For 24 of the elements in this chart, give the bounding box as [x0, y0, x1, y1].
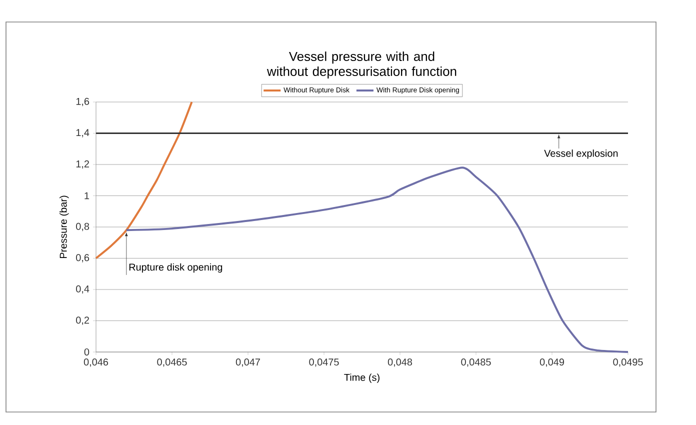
y-tick-label: 1	[84, 192, 90, 200]
x-tick-label: 0,048	[388, 358, 412, 367]
y-tick-label: 0,4	[76, 285, 90, 294]
chart-title: Vessel pressure with and without depressurisation function	[266, 52, 456, 79]
x-tick-label: 0,0495	[613, 358, 643, 367]
y-tick-label: 1,2	[76, 160, 89, 169]
x-tick-label: 0,047	[236, 358, 260, 367]
ref-line-label: Vessel explosion	[544, 150, 618, 159]
line-series	[125, 166, 630, 353]
y-tick-label: 0,8	[76, 222, 90, 232]
x-tick-label: 0,0465	[157, 358, 187, 367]
x-tick-label: 0,0475	[309, 358, 339, 367]
line-series	[95, 100, 193, 260]
x-tick-label: 0,0485	[461, 358, 491, 367]
annotation: Rupture disk opening	[129, 263, 222, 273]
y-tick-label: 1,4	[76, 129, 90, 138]
y-tick-label: 1,6	[76, 98, 90, 106]
x-tick-label: 0,046	[84, 358, 108, 367]
y-tick-label: 0,2	[76, 316, 89, 325]
y-tick-label: 0	[84, 348, 90, 356]
y-axis-title: Pressure (bar)	[60, 196, 69, 258]
y-tick-label: 0,6	[76, 254, 90, 262]
x-tick-label: 0,049	[540, 358, 564, 367]
x-axis-title: Time (s)	[344, 374, 380, 383]
